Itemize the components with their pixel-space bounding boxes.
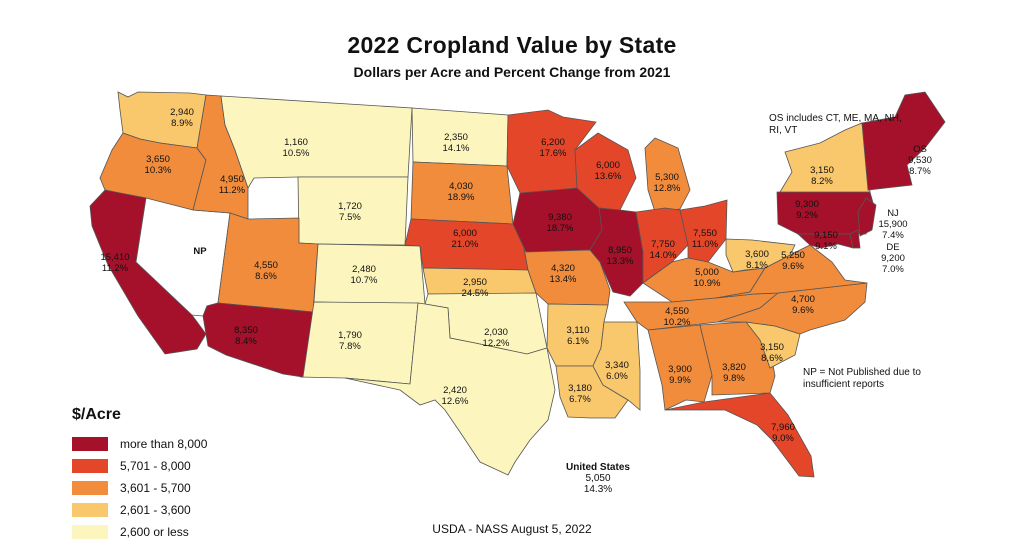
state-label-os: OS 9,530 8.7%: [908, 144, 932, 177]
source-note: USDA - NASS August 5, 2022: [432, 522, 592, 536]
state-label-de: DE 9,200 7.0%: [881, 242, 905, 275]
state-label-la: 3,180 6.7%: [568, 383, 592, 405]
us-total: United States 5,050 14.3%: [538, 462, 658, 495]
legend-item: more than 8,000: [72, 433, 207, 455]
state-label-wa: 2,940 8.9%: [170, 107, 194, 129]
state-label-nc: 4,700 9.6%: [791, 294, 815, 316]
state-label-az: 8,350 8.4%: [234, 325, 258, 347]
np-footnote: NP = Not Published due to insufficient r…: [803, 367, 921, 390]
state-de: [849, 229, 861, 249]
state-label-id: 4,950 11.2%: [219, 174, 246, 196]
state-oh: [679, 199, 728, 263]
legend-swatch: [72, 437, 108, 451]
state-label-ut: 4,550 8.6%: [254, 260, 278, 282]
state-label-nm: 1,790 7.8%: [338, 330, 362, 352]
state-label-co: 2,480 10.7%: [351, 264, 378, 286]
state-va: [715, 244, 868, 299]
state-label-mn: 6,200 17.6%: [540, 137, 567, 159]
state-label-ms: 3,340 6.0%: [605, 360, 629, 382]
state-label-ny: 3,150 8.2%: [810, 165, 834, 187]
state-fl: [664, 392, 815, 478]
legend-item: 5,701 - 8,000: [72, 455, 207, 477]
state-label-md: 9,150 9.1%: [814, 230, 838, 252]
state-wv: [725, 238, 796, 273]
state-in: [635, 207, 689, 284]
state-label-oh: 7,550 11.0%: [692, 228, 719, 250]
state-label-sd: 4,030 18.9%: [448, 181, 475, 203]
legend-item: 3,601 - 5,700: [72, 477, 207, 499]
state-label-ok: 2,030 12.2%: [483, 327, 510, 349]
state-os: [861, 91, 946, 191]
state-label-tx: 2,420 12.6%: [442, 385, 469, 407]
state-label-wy: 1,720 7.5%: [338, 201, 362, 223]
state-label-mt: 1,160 10.5%: [283, 137, 310, 159]
state-label-va: 5,250 9.6%: [781, 250, 805, 272]
state-mt: [220, 95, 413, 189]
legend-item: 2,601 - 3,600: [72, 499, 207, 521]
legend-label: 2,600 or less: [120, 525, 189, 539]
state-label-nj: NJ 15,900 7.4%: [878, 208, 907, 241]
state-label-al: 3,900 9.9%: [668, 364, 692, 386]
state-label-ia: 9,380 18.7%: [547, 212, 574, 234]
state-label-ks: 2,950 24.5%: [462, 277, 489, 299]
state-label-ar: 3,110 6.1%: [566, 325, 589, 347]
state-nj: [857, 197, 877, 237]
us-total-label: United States: [566, 462, 630, 473]
us-total-value: 5,050: [585, 473, 611, 484]
state-label-pa: 9,300 9.2%: [795, 199, 819, 221]
state-az: [202, 302, 314, 378]
state-label-il: 8,950 13.3%: [607, 245, 634, 267]
state-nc: [717, 282, 868, 335]
legend-item: 2,600 or less: [72, 521, 207, 543]
legend-label: 3,601 - 5,700: [120, 481, 191, 495]
os-footnote: OS includes CT, ME, MA, NH, RI, VT: [769, 113, 902, 136]
legend-swatch: [72, 459, 108, 473]
map-title: 2022 Cropland Value by State: [347, 32, 677, 58]
state-label-tn: 4,550 10.2%: [664, 306, 691, 328]
legend-label: 5,701 - 8,000: [120, 459, 191, 473]
state-tx: [344, 302, 556, 476]
state-label-nv: NP: [193, 246, 207, 257]
state-ms: [592, 321, 641, 411]
legend-swatch: [72, 525, 108, 539]
state-label-in: 7,750 14.0%: [650, 239, 677, 261]
state-il: [589, 207, 644, 297]
state-label-fl: 7,960 9.0%: [771, 422, 795, 444]
state-label-nd: 2,350 14.1%: [443, 132, 470, 154]
legend: $/Acre more than 8,000 5,701 - 8,000 3,6…: [72, 406, 207, 543]
legend-label: 2,601 - 3,600: [120, 503, 191, 517]
state-label-ga: 3,820 9.8%: [722, 362, 746, 384]
legend-swatch: [72, 503, 108, 517]
state-wi: [574, 132, 637, 211]
state-label-ky: 5,000 10.9%: [694, 267, 721, 289]
legend-swatch: [72, 481, 108, 495]
state-label-ne: 6,000 21.0%: [452, 228, 479, 250]
state-label-sc: 3,150 8.6%: [760, 342, 784, 364]
legend-title: $/Acre: [72, 406, 121, 423]
state-label-or: 3,650 10.3%: [145, 154, 172, 176]
state-mi: [644, 137, 691, 213]
us-total-change: 14.3%: [583, 484, 613, 495]
state-label-wi: 6,000 13.6%: [595, 160, 622, 182]
state-label-mo: 4,320 13.4%: [550, 263, 577, 285]
state-label-mi: 5,300 12.8%: [654, 172, 681, 194]
state-label-ca: 15,410 11.2%: [100, 252, 129, 274]
legend-label: more than 8,000: [120, 437, 208, 451]
state-label-wv: 3,600 8.1%: [745, 249, 769, 271]
map-subtitle: Dollars per Acre and Percent Change from…: [353, 64, 671, 80]
